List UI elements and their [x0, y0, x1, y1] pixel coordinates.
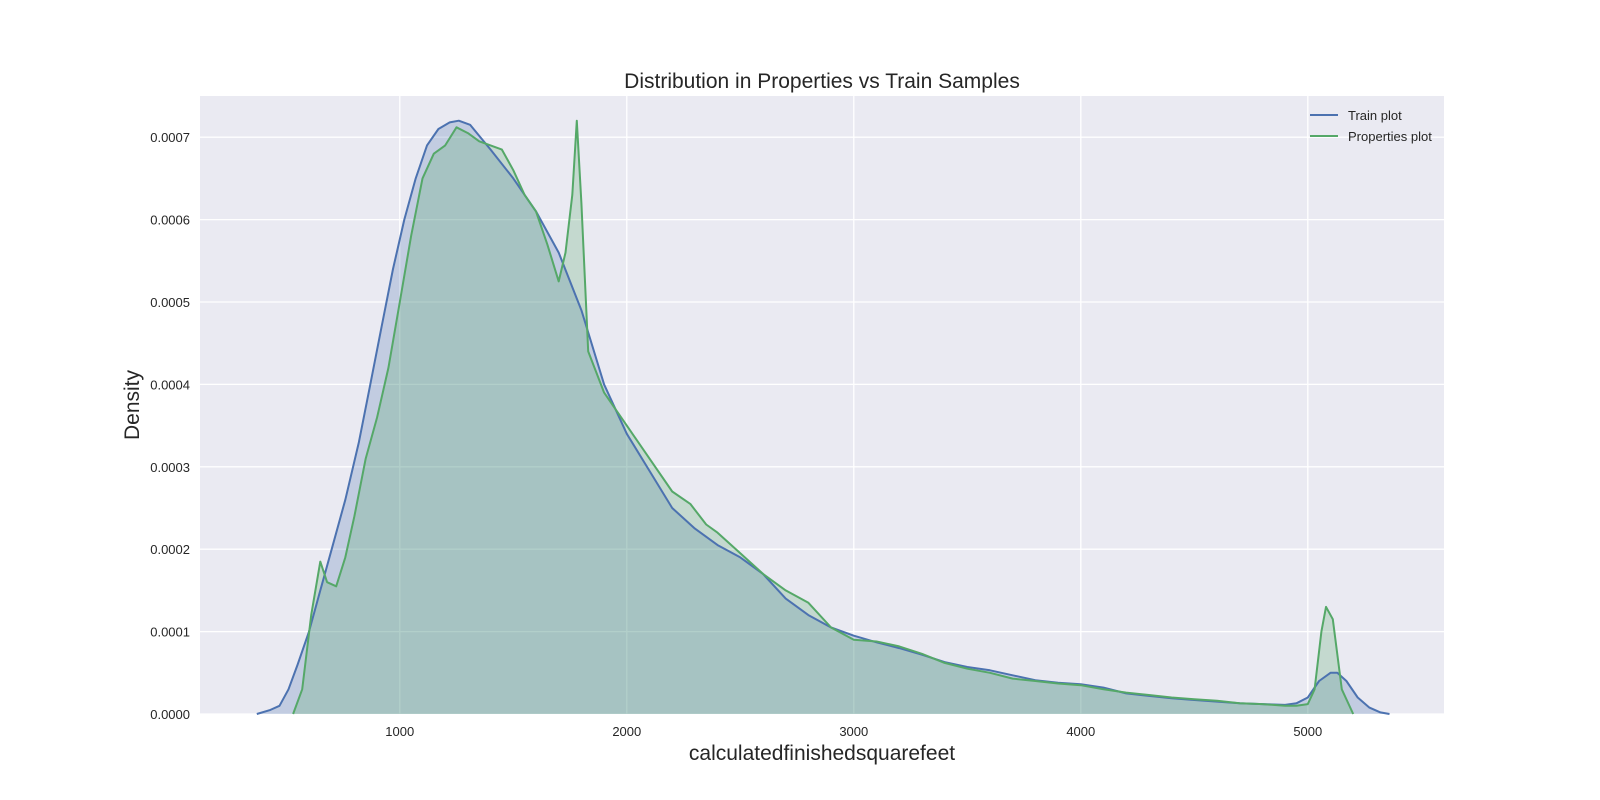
y-tick-label: 0.0004 — [150, 377, 190, 392]
x-tick-label: 3000 — [839, 724, 868, 739]
y-tick-label: 0.0000 — [150, 707, 190, 722]
y-tick-label: 0.0001 — [150, 625, 190, 640]
plot-background — [200, 96, 1444, 714]
y-tick-label: 0.0006 — [150, 213, 190, 228]
series-areas — [256, 120, 1390, 714]
chart-title: Distribution in Properties vs Train Samp… — [624, 70, 1020, 93]
y-tick-label: 0.0003 — [150, 460, 190, 475]
x-tick-label: 4000 — [1066, 724, 1095, 739]
y-tick-label: 0.0005 — [150, 295, 190, 310]
y-axis-label: Density — [121, 369, 144, 440]
y-tick-labels: 0.0000 0.0001 0.0002 0.0003 0.0004 0.0005 0.00… — [150, 130, 190, 722]
x-tick-labels: 1000 2000 3000 4000 5000 — [385, 724, 1322, 739]
y-tick-label: 0.0002 — [150, 542, 190, 557]
properties-plot-line — [292, 119, 1355, 715]
x-tick-label: 1000 — [385, 724, 414, 739]
x-axis-label: calculatedfinishedsquarefeet — [689, 742, 955, 765]
gridlines — [200, 96, 1444, 715]
x-tick-label: 5000 — [1293, 724, 1322, 739]
series-lines — [256, 119, 1390, 715]
legend: Train plot Properties plot — [1310, 108, 1432, 144]
legend-label-properties-plot: Properties plot — [1348, 129, 1432, 144]
legend-label-train-plot: Train plot — [1348, 108, 1402, 123]
y-tick-label: 0.0007 — [150, 130, 190, 145]
properties-plot-area — [293, 120, 1354, 714]
train-plot-area — [256, 120, 1390, 714]
x-tick-label: 2000 — [612, 724, 641, 739]
